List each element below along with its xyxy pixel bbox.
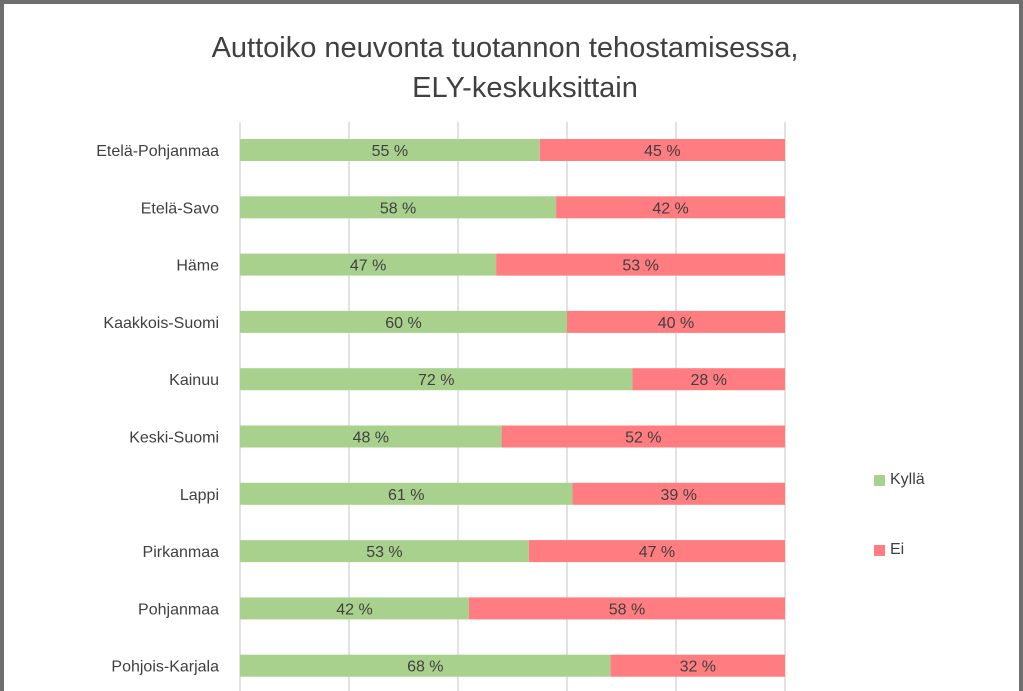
legend-label-ei: Ei xyxy=(890,541,905,558)
category-label: Pohjois-Karjala xyxy=(111,659,219,676)
data-label: 60 % xyxy=(385,315,421,332)
bar-segment xyxy=(240,597,469,620)
bar-segment xyxy=(496,253,785,276)
bar-segment xyxy=(572,482,785,505)
data-label: 32 % xyxy=(680,659,716,676)
data-label: 52 % xyxy=(625,430,661,447)
category-label: Kaakkois-Suomi xyxy=(103,315,219,332)
data-label: 45 % xyxy=(644,143,680,160)
bar-segment xyxy=(240,139,540,161)
data-label: 48 % xyxy=(353,430,389,447)
bar-segment xyxy=(528,540,785,563)
category-label: Keski-Suomi xyxy=(129,430,219,447)
data-label: 68 % xyxy=(407,659,443,676)
bar-segment xyxy=(240,253,497,276)
data-label: 47 % xyxy=(350,258,386,275)
data-label: 28 % xyxy=(690,372,726,389)
data-label: 55 % xyxy=(372,143,408,160)
legend-item-kylla: Kyllä xyxy=(874,470,925,490)
data-label: 58 % xyxy=(609,601,645,618)
legend-swatch-kylla xyxy=(874,474,885,486)
bar-segment xyxy=(610,654,785,677)
chart-title-line1: Auttoiko neuvonta tuotannon tehostamises… xyxy=(211,32,799,64)
legend-label-kylla: Kyllä xyxy=(890,471,925,488)
chart-title-line2: ELY-keskuksittain xyxy=(412,72,638,104)
bar-segment xyxy=(240,482,573,505)
bar-segment xyxy=(567,310,785,333)
bar-segment xyxy=(240,310,567,333)
bar-segment xyxy=(240,425,502,448)
data-label: 40 % xyxy=(658,315,694,332)
category-label: Kainuu xyxy=(169,372,219,389)
category-label: Pirkanmaa xyxy=(143,544,220,561)
data-label: 53 % xyxy=(622,258,658,275)
bar-segment xyxy=(240,654,611,677)
bar-segment xyxy=(240,368,633,391)
legend-item-ei: Ei xyxy=(874,540,904,560)
data-label: 58 % xyxy=(380,200,416,217)
bar-segment xyxy=(501,425,785,448)
legend-swatch-ei xyxy=(874,544,885,556)
bar-segment xyxy=(632,368,785,391)
data-label: 61 % xyxy=(388,487,424,504)
category-label: Lappi xyxy=(180,487,219,504)
data-label: 39 % xyxy=(660,487,696,504)
data-label: 53 % xyxy=(366,544,402,561)
bar-segment xyxy=(240,196,557,219)
category-label: Etelä-Pohjanmaa xyxy=(96,143,219,160)
data-label: 42 % xyxy=(652,200,688,217)
data-label: 47 % xyxy=(639,544,675,561)
data-label: 42 % xyxy=(336,601,372,618)
bar-segment xyxy=(240,540,529,563)
category-label: Häme xyxy=(176,258,219,275)
category-label: Pohjanmaa xyxy=(138,601,219,618)
bar-segment xyxy=(468,597,785,620)
data-label: 72 % xyxy=(418,372,454,389)
bar-segment xyxy=(556,196,785,219)
category-label: Etelä-Savo xyxy=(141,200,219,217)
bar-segment xyxy=(539,139,785,161)
